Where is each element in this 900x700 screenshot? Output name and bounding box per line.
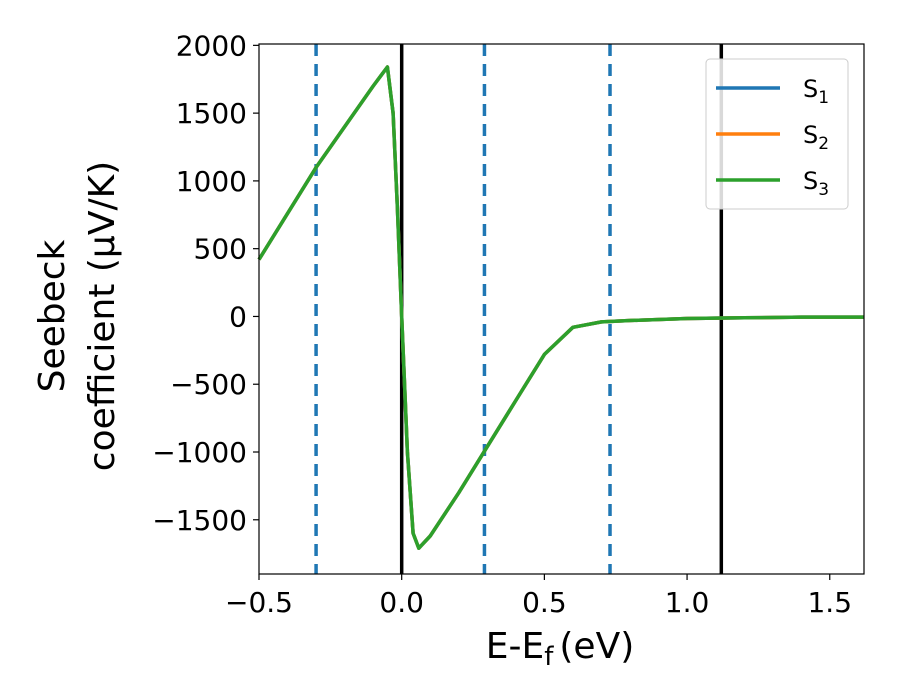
legend-label-1: S1 xyxy=(803,75,829,108)
y-tick-label: 1500 xyxy=(176,97,247,130)
series-line-3 xyxy=(257,65,864,550)
series-lines xyxy=(257,65,864,550)
y-tick-label: −1000 xyxy=(152,436,247,469)
y-axis-label-line2: coefficient (μV/K) xyxy=(82,161,123,471)
legend: S1 S2 S3 xyxy=(705,58,849,210)
x-axis-ticks: −0.5 0.0 0.5 1.0 1.5 xyxy=(225,574,852,619)
x-tick-label: 1.5 xyxy=(807,586,852,619)
reference-lines xyxy=(314,44,724,574)
plot-frame xyxy=(258,43,865,575)
x-tick-label: 0.5 xyxy=(522,586,567,619)
x-tick-label: −0.5 xyxy=(225,586,293,619)
legend-label-2: S2 xyxy=(803,121,829,154)
y-tick-label: 500 xyxy=(194,233,247,266)
y-tick-label: −1500 xyxy=(152,504,247,537)
y-tick-label: −500 xyxy=(170,368,247,401)
y-tick-label: 2000 xyxy=(176,29,247,62)
y-axis-label: Seebeck coefficient (μV/K) xyxy=(32,161,123,471)
x-tick-label: 0.0 xyxy=(379,586,424,619)
y-axis-ticks: 2000 1500 1000 500 0 −500 −1000 −1500 xyxy=(152,29,259,537)
x-axis-label: E-Ef (eV) xyxy=(486,626,635,672)
legend-label-3: S3 xyxy=(803,167,829,200)
y-tick-label: 0 xyxy=(229,300,247,333)
y-axis-label-line1: Seebeck xyxy=(32,239,73,392)
x-tick-label: 1.0 xyxy=(665,586,710,619)
y-tick-label: 1000 xyxy=(176,165,247,198)
